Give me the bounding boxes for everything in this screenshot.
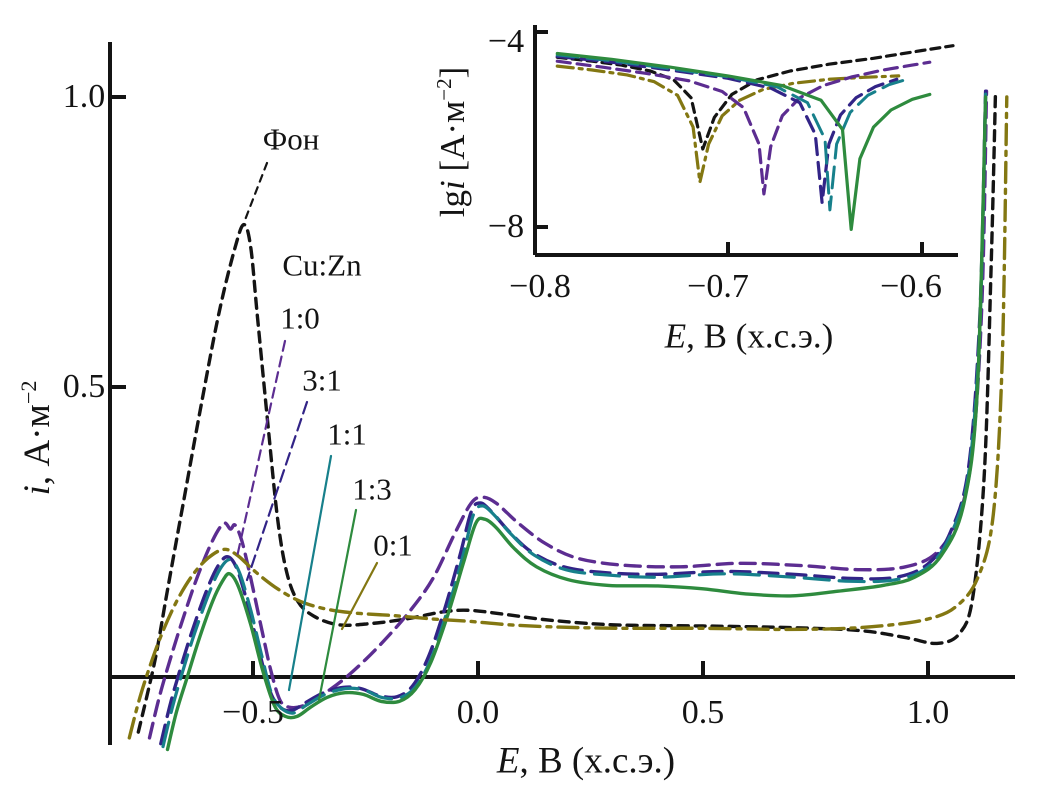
inset-tafel-series-1:1 xyxy=(555,53,912,212)
inset-y-axis-prefix: lg xyxy=(432,190,472,218)
main-voltammogram-x-tick-label: 1.0 xyxy=(906,694,950,731)
inset-y-axis-bracket: ] xyxy=(432,66,472,79)
inset-y-axis-variable: i xyxy=(432,180,472,190)
inset-tafel-x-tick-label: −0.7 xyxy=(687,268,749,305)
inset-tafel-y-tick-label: −4 xyxy=(487,23,525,60)
main-voltammogram-series-Фон xyxy=(136,89,998,734)
main-voltammogram-x-tick-label: 0.5 xyxy=(681,694,725,731)
main-voltammogram-y-tick-label: 0.5 xyxy=(62,368,106,405)
legend-item-label: 1:1 xyxy=(327,416,367,452)
legend-leader-1:1 xyxy=(287,454,333,692)
main-voltammogram-series-0:1 xyxy=(127,95,1009,740)
main-y-axis-variable: i xyxy=(17,485,59,496)
legend-item-label: 1:3 xyxy=(352,471,392,507)
inset-tafel-series-1:3 xyxy=(555,51,932,231)
inset-x-axis-units: , В (х.с.э.) xyxy=(686,316,834,356)
inset-tafel-x-tick-label: −0.8 xyxy=(509,268,571,305)
legend-header: Cu:Zn xyxy=(282,247,362,283)
legend-leader-fon xyxy=(243,161,269,222)
legend-item-label: 1:0 xyxy=(280,300,320,336)
main-voltammogram-x-tick-label: 0.0 xyxy=(456,694,500,731)
inset-tafel-series-3:1 xyxy=(555,54,899,205)
inset-y-axis-label: lgi [А·м−2] xyxy=(432,66,472,218)
inset-y-axis-exponent: −2 xyxy=(432,78,457,101)
legend-item-label: 0:1 xyxy=(373,527,413,563)
inset-x-axis-label: E, В (х.с.э.) xyxy=(665,319,834,354)
main-y-axis-exponent: −2 xyxy=(15,380,41,405)
inset-tafel-series-0:1 xyxy=(555,64,901,184)
main-x-axis-units: , В (х.с.э.) xyxy=(519,740,676,782)
inset-tafel-y-tick-label: −8 xyxy=(487,208,525,245)
inset-tafel-x-tick-label: −0.6 xyxy=(880,268,942,305)
main-x-axis-label: E, В (х.с.э.) xyxy=(497,743,675,780)
main-y-axis-label: i, А·м−2 xyxy=(15,380,59,496)
legend-leader-1:3 xyxy=(317,508,358,702)
legend-leader-1:0 xyxy=(235,339,287,559)
main-voltammogram-series-1:1 xyxy=(161,92,988,749)
main-voltammogram-series-3:1 xyxy=(159,89,988,746)
main-voltammogram-x-tick-label: −0.5 xyxy=(222,694,284,731)
inset-x-axis-variable: E xyxy=(664,316,687,356)
legend-label-background: Фон xyxy=(262,121,320,157)
main-voltammogram-series-1:3 xyxy=(165,95,988,752)
main-voltammogram-y-tick-label: 1.0 xyxy=(62,78,106,115)
inset-tafel-series-1:0 xyxy=(555,59,932,196)
main-y-axis-units: , А·м xyxy=(17,404,59,486)
inset-tafel-series-Фон xyxy=(555,44,955,151)
legend-leader-3:1 xyxy=(245,400,309,582)
inset-y-axis-units: [А·м xyxy=(432,100,472,181)
legend-leader-0:1 xyxy=(340,561,379,631)
main-voltammogram-series-1:0 xyxy=(147,89,989,740)
legend-item-label: 3:1 xyxy=(302,362,342,398)
main-x-axis-variable: E xyxy=(496,740,520,782)
